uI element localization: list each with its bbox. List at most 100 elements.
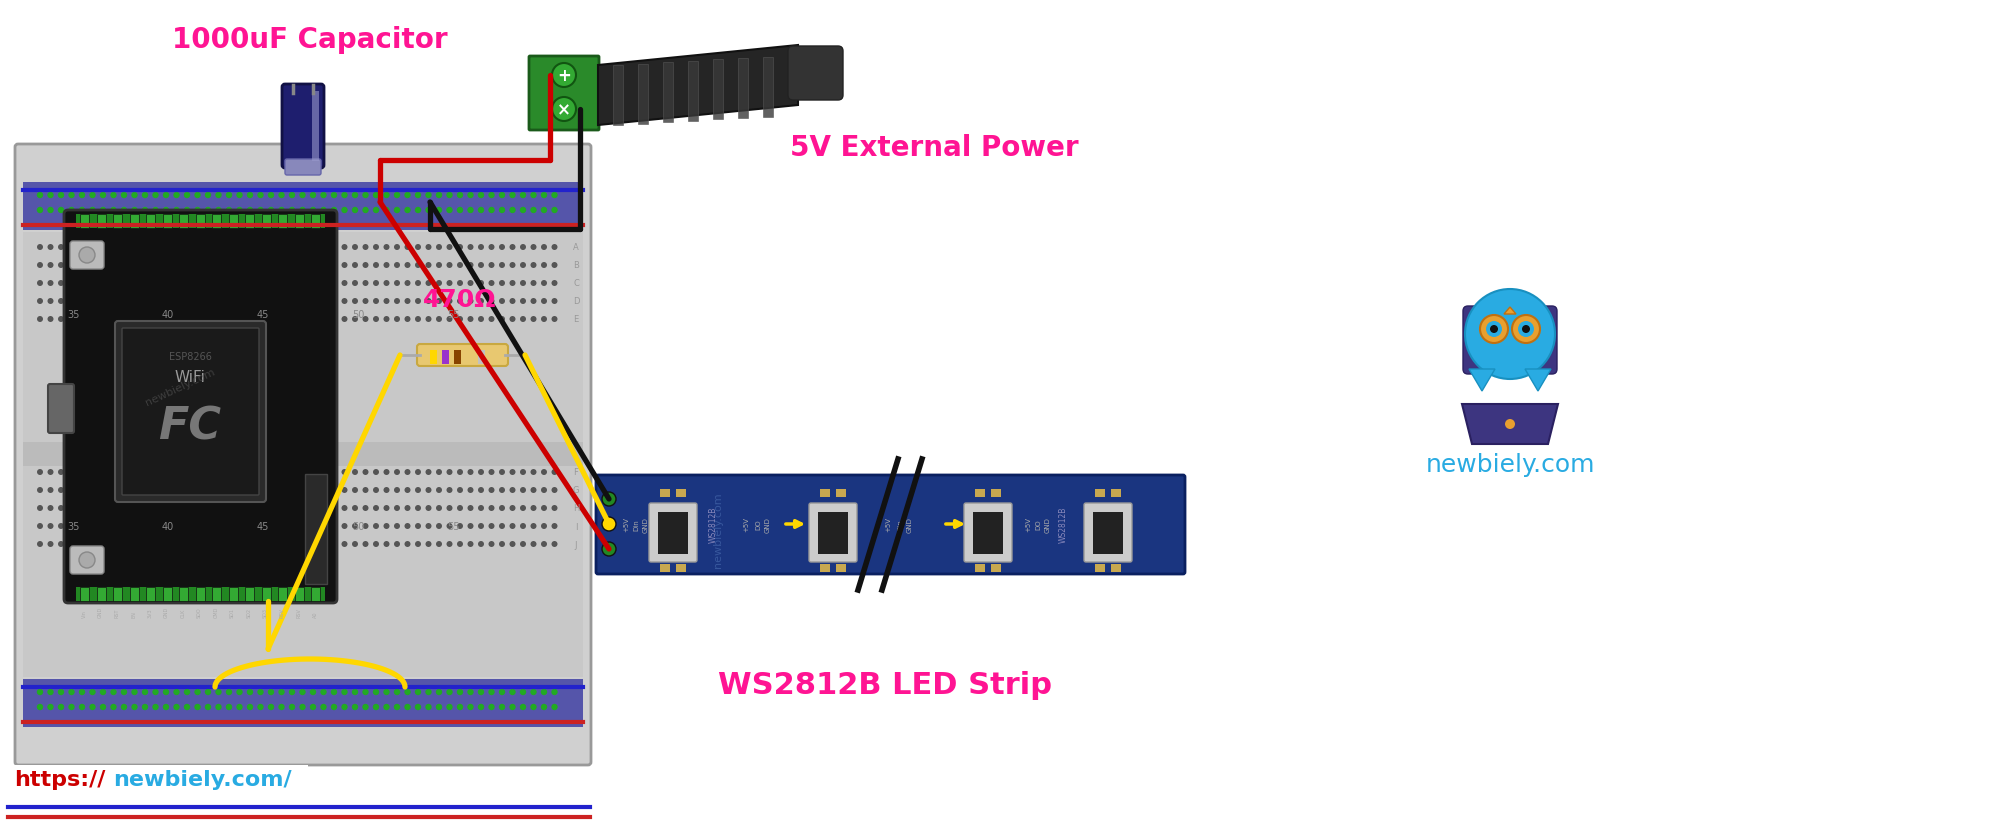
Circle shape [290,523,296,529]
Circle shape [80,542,86,547]
Circle shape [290,245,296,251]
Circle shape [332,263,338,269]
Circle shape [268,523,274,529]
Text: B: B [574,261,578,270]
Circle shape [290,299,296,304]
Bar [294,215,304,229]
Circle shape [374,317,380,323]
Circle shape [310,704,316,710]
Circle shape [206,470,212,476]
Circle shape [552,280,558,287]
Circle shape [122,317,128,323]
Circle shape [162,704,170,710]
Circle shape [58,542,64,547]
Circle shape [478,245,484,251]
Bar [992,564,1002,572]
Circle shape [246,193,254,199]
Circle shape [80,487,86,494]
Circle shape [184,317,190,323]
Circle shape [258,317,264,323]
Circle shape [48,263,54,269]
Circle shape [48,542,54,547]
Circle shape [162,208,170,214]
Circle shape [58,280,64,287]
Circle shape [68,208,74,214]
Circle shape [414,208,422,214]
Circle shape [142,505,148,511]
Bar [162,587,172,601]
Circle shape [500,470,506,476]
Circle shape [310,245,316,251]
Polygon shape [738,59,748,119]
Circle shape [68,542,74,547]
Circle shape [342,317,348,323]
Circle shape [226,317,232,323]
Circle shape [310,317,316,323]
Circle shape [500,280,506,287]
Bar [246,587,254,601]
Text: GND: GND [644,516,650,533]
Circle shape [488,245,494,251]
Circle shape [164,487,170,494]
Circle shape [152,245,158,251]
Text: RSV: RSV [280,607,284,617]
Circle shape [278,470,284,476]
Circle shape [458,470,464,476]
Circle shape [446,505,452,511]
Circle shape [320,263,326,269]
Circle shape [152,280,158,287]
Polygon shape [664,63,674,123]
Circle shape [174,689,180,696]
Circle shape [552,317,558,323]
Circle shape [330,193,338,199]
Circle shape [90,280,96,287]
Circle shape [510,689,516,696]
Circle shape [110,470,116,476]
Text: GND: GND [1044,516,1052,533]
Circle shape [164,317,170,323]
Circle shape [520,208,526,214]
Bar [96,215,106,229]
Polygon shape [598,46,798,126]
Circle shape [36,193,44,199]
Circle shape [552,64,576,88]
Text: 1000uF Capacitor: 1000uF Capacitor [172,26,448,54]
Circle shape [38,523,44,529]
Circle shape [342,299,348,304]
Circle shape [478,542,484,547]
Circle shape [164,542,170,547]
Circle shape [552,263,558,269]
Bar [294,587,304,601]
Bar [312,92,320,162]
Circle shape [1480,316,1508,343]
FancyBboxPatch shape [810,504,858,562]
Circle shape [100,245,106,251]
Circle shape [278,193,284,199]
Circle shape [80,248,96,264]
Text: A: A [574,243,578,252]
Circle shape [394,263,400,269]
Circle shape [194,487,200,494]
Text: +5V: +5V [1024,517,1032,532]
Circle shape [530,505,536,511]
Circle shape [332,505,338,511]
FancyBboxPatch shape [16,145,592,765]
Circle shape [288,193,296,199]
Circle shape [352,245,358,251]
Circle shape [478,317,484,323]
Circle shape [258,208,264,214]
Circle shape [152,689,158,696]
Circle shape [300,689,306,696]
Circle shape [468,542,474,547]
Circle shape [300,280,306,287]
Circle shape [152,263,158,269]
Circle shape [132,317,138,323]
Bar [228,215,238,229]
Circle shape [120,193,128,199]
Circle shape [122,299,128,304]
Circle shape [362,317,368,323]
Circle shape [258,245,264,251]
Text: Vin: Vin [82,609,86,617]
Circle shape [268,689,274,696]
Circle shape [362,704,368,710]
